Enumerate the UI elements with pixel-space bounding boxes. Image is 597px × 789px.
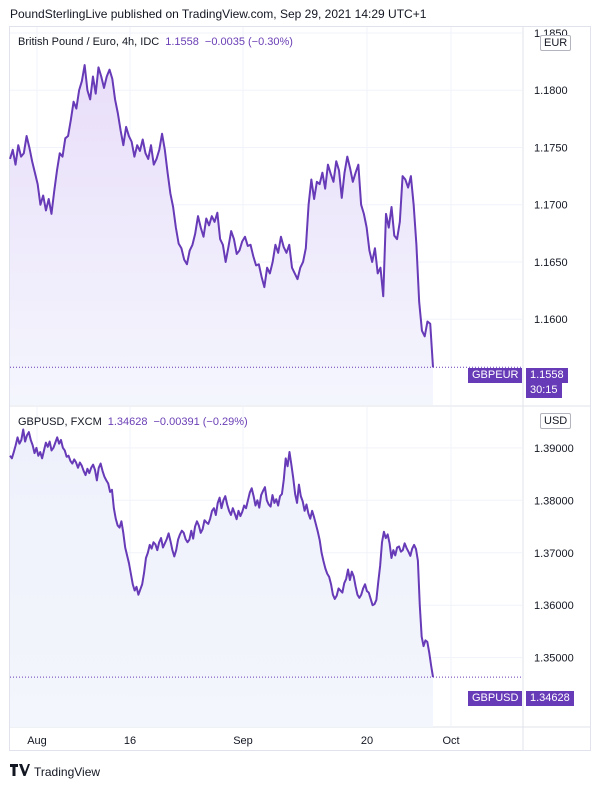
x-tick-label-2: Sep xyxy=(233,735,253,747)
gbpusd-y-tick-label: 1.37000 xyxy=(534,548,574,560)
gbpusd-y-tick-label: 1.39000 xyxy=(534,443,574,455)
gbpeur-y-tick-label: 1.1650 xyxy=(534,257,568,269)
gbpusd-legend-symbol: GBPUSD, FXCM xyxy=(18,416,102,428)
gbpusd-currency-unit-badge[interactable]: USD xyxy=(540,413,572,429)
gbpusd-area-fill xyxy=(10,429,433,727)
chart-frame xyxy=(9,26,591,751)
gbpeur-currency-unit-badge[interactable]: EUR xyxy=(540,35,572,51)
gbpeur-legend-symbol: British Pound / Euro, 4h, IDC xyxy=(18,36,160,48)
gbpeur-legend-change: −0.0035 (−0.30%) xyxy=(204,36,293,48)
gbpeur-area-fill xyxy=(10,65,433,406)
gbpusd-legend-change: −0.00391 (−0.29%) xyxy=(153,416,248,428)
area-layer xyxy=(10,65,433,727)
gbpeur-y-tick-label: 1.1600 xyxy=(534,314,568,326)
gbpeur-symbol-tag: GBPEUR xyxy=(468,368,523,383)
gbpeur-price-line xyxy=(9,64,434,368)
x-tick-label-4: Oct xyxy=(442,735,459,747)
gbpeur-y-tick-label: 1.1800 xyxy=(534,85,568,97)
gbpusd-y-tick-label: 1.38000 xyxy=(534,495,574,507)
gbpeur-legend: British Pound / Euro, 4h, IDC 1.1558 −0.00… xyxy=(18,36,293,48)
gbpusd-price-tag: 1.34628 xyxy=(526,691,574,706)
tradingview-logo-icon xyxy=(10,764,30,779)
gbpusd-legend: GBPUSD, FXCM 1.34628 −0.00391 (−0.29%) xyxy=(18,416,248,428)
gbpeur-price-tag: 1.1558 xyxy=(526,368,568,383)
gbpusd-price-line xyxy=(9,428,434,678)
gbpeur-bar-countdown: 30:15 xyxy=(526,383,562,398)
axis-layer: 1.18501.18001.17501.17001.16501.16001.39… xyxy=(27,28,574,747)
gbpusd-y-tick-label: 1.36000 xyxy=(534,600,574,612)
x-tick-label-3: 20 xyxy=(361,735,373,747)
gbpeur-legend-last: 1.1558 xyxy=(165,36,199,48)
gbpusd-symbol-tag: GBPUSD xyxy=(468,691,523,706)
publisher-header: PoundSterlingLive published on TradingVi… xyxy=(10,7,427,21)
gbpusd-legend-last: 1.34628 xyxy=(107,416,148,428)
tradingview-brand: TradingView xyxy=(34,764,101,779)
tradingview-footer[interactable]: TradingView xyxy=(10,764,100,779)
gbpusd-y-tick-label: 1.35000 xyxy=(534,653,574,665)
x-tick-label-1: 16 xyxy=(124,735,136,747)
gbpeur-y-tick-label: 1.1700 xyxy=(534,200,568,212)
gbpeur-y-tick-label: 1.1750 xyxy=(534,142,568,154)
x-tick-label-0: Aug xyxy=(27,735,47,747)
line-layer xyxy=(9,64,522,678)
